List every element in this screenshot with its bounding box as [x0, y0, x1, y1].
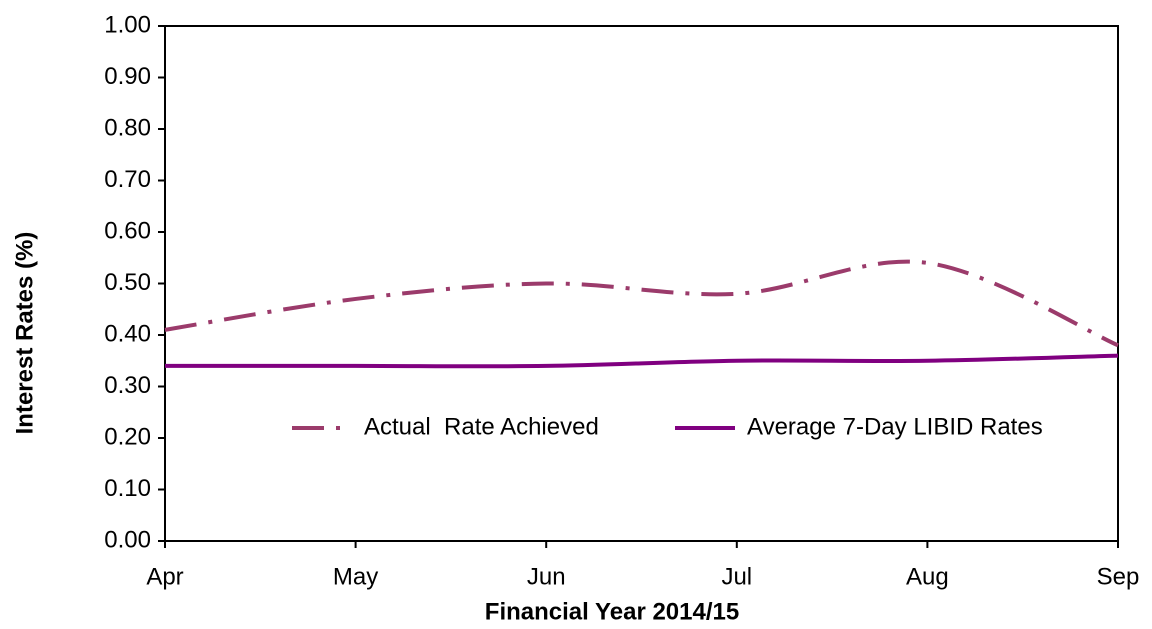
y-tick-label: 0.10 [104, 475, 151, 502]
x-axis-title: Financial Year 2014/15 [485, 598, 739, 625]
legend-label: Average 7-Day LIBID Rates [747, 413, 1043, 440]
y-tick-label: 0.50 [104, 269, 151, 296]
y-tick-label: 0.60 [104, 217, 151, 244]
line-series [165, 353, 1119, 369]
y-axis-title: Interest Rates (%) [11, 232, 38, 435]
y-tick-label: 0.80 [104, 114, 151, 141]
x-tick-label: Aug [906, 563, 949, 590]
line-series [164, 259, 1119, 348]
x-tick-label: Sep [1097, 563, 1140, 590]
legend-label: Actual Rate Achieved [364, 413, 599, 440]
plot-area [164, 25, 1119, 542]
x-tick-label: May [333, 563, 378, 590]
y-tick-label: 0.70 [104, 166, 151, 193]
x-tick-label: Jul [721, 563, 752, 590]
y-tick-label: 0.90 [104, 63, 151, 90]
x-tick-label: Jun [527, 563, 566, 590]
y-tick-label: 0.20 [104, 423, 151, 450]
y-tick-label: 0.30 [104, 372, 151, 399]
y-tick-label: 0.40 [104, 320, 151, 347]
y-tick-label: 0.00 [104, 526, 151, 553]
x-tick-label: Apr [146, 563, 183, 590]
y-tick-label: 1.00 [104, 11, 151, 38]
